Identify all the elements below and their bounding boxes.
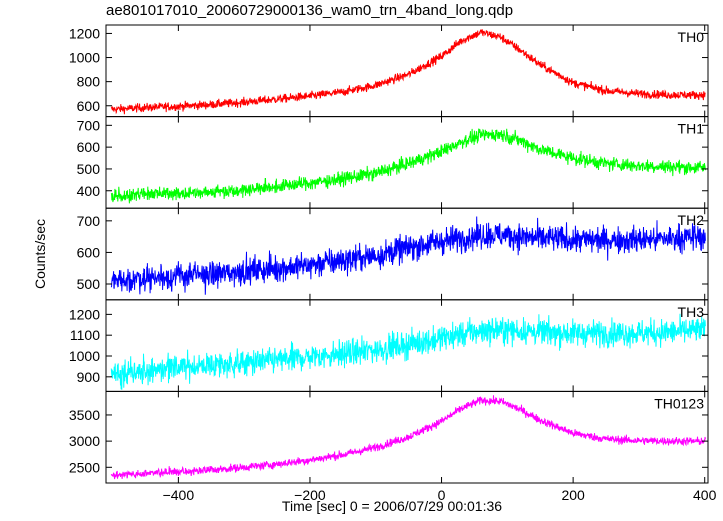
panel-frame <box>105 24 709 118</box>
y-tick-label: 600 <box>77 244 101 260</box>
y-tick-label: 700 <box>77 117 101 133</box>
y-tick-label: 600 <box>77 139 101 155</box>
y-tick-label: 3000 <box>69 433 100 449</box>
chart-title: ae801017010_20060729000136_wam0_trn_4ban… <box>106 2 514 19</box>
panel-label-th0: TH0 <box>678 29 705 45</box>
x-tick-label: −200 <box>294 487 326 503</box>
y-tick-label: 500 <box>77 161 101 177</box>
x-tick-label: 400 <box>693 487 717 503</box>
y-tick-label: 500 <box>77 276 101 292</box>
y-tick-label: 1200 <box>69 306 100 322</box>
y-tick-label: 600 <box>77 98 101 114</box>
panel-frame <box>105 390 709 484</box>
panel-label-th2: TH2 <box>678 212 705 228</box>
y-tick-label: 3500 <box>69 407 100 423</box>
y-tick-label: 1200 <box>69 25 100 41</box>
panel-label-th3: TH3 <box>678 304 705 320</box>
y-tick-label: 900 <box>77 369 101 385</box>
y-tick-label: 800 <box>77 74 101 90</box>
x-tick-label: 200 <box>561 487 585 503</box>
series-th1 <box>110 128 706 204</box>
y-tick-label: 2500 <box>69 459 100 475</box>
x-tick-label: −400 <box>163 487 195 503</box>
y-tick-label: 1100 <box>70 327 100 343</box>
series-th0 <box>110 29 706 115</box>
y-tick-label: 400 <box>77 183 101 199</box>
series-th3 <box>110 313 706 390</box>
y-tick-label: 1000 <box>69 50 100 66</box>
series-th2 <box>110 216 706 295</box>
y-tick-label: 1000 <box>69 348 100 364</box>
x-axis-label: Time [sec] 0 = 2006/07/29 00:01:36 <box>282 498 502 514</box>
series-th0123 <box>110 395 706 480</box>
panel-label-th0123: TH0123 <box>654 395 704 411</box>
panel-label-th1: TH1 <box>678 121 705 137</box>
y-tick-label: 700 <box>77 213 101 229</box>
y-axis-label: Counts/sec <box>32 219 48 289</box>
x-tick-label: 0 <box>438 487 446 503</box>
